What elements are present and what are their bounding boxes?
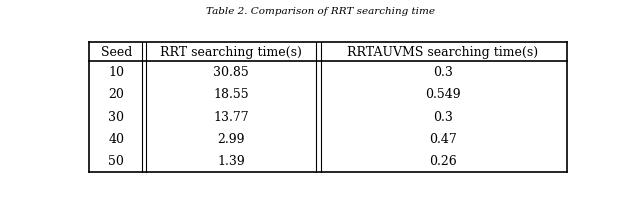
Text: 30: 30 <box>108 110 124 123</box>
Text: 1.39: 1.39 <box>218 154 245 167</box>
Text: 0.549: 0.549 <box>425 88 461 101</box>
Text: Table 2. Comparison of RRT searching time: Table 2. Comparison of RRT searching tim… <box>205 7 435 16</box>
Text: 0.3: 0.3 <box>433 110 452 123</box>
Text: 10: 10 <box>108 66 124 79</box>
Text: 18.55: 18.55 <box>213 88 249 101</box>
Text: 40: 40 <box>108 132 124 145</box>
Text: 50: 50 <box>109 154 124 167</box>
Text: 0.3: 0.3 <box>433 66 452 79</box>
Text: 0.47: 0.47 <box>429 132 456 145</box>
Text: 2.99: 2.99 <box>218 132 245 145</box>
Text: RRT searching time(s): RRT searching time(s) <box>160 45 302 58</box>
Text: Seed: Seed <box>100 45 132 58</box>
Text: RRTAUVMS searching time(s): RRTAUVMS searching time(s) <box>347 45 538 58</box>
Text: 13.77: 13.77 <box>213 110 249 123</box>
Text: 30.85: 30.85 <box>213 66 249 79</box>
Text: 20: 20 <box>109 88 124 101</box>
Text: 0.26: 0.26 <box>429 154 456 167</box>
